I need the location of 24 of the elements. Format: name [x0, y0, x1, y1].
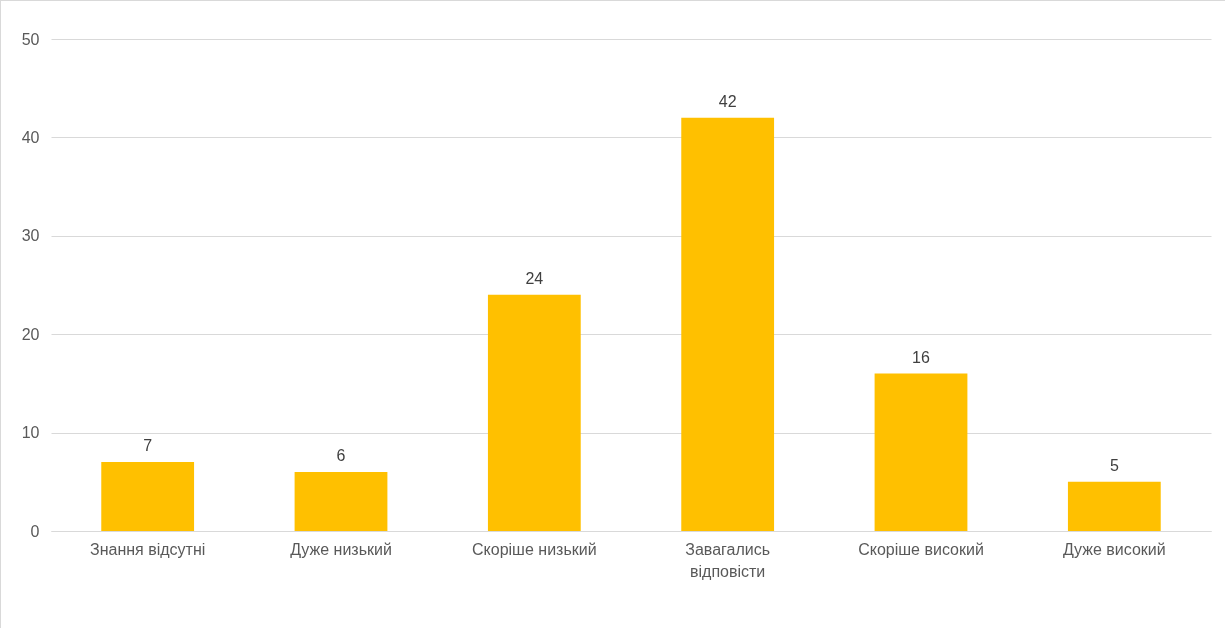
x-tick-label: Скоріше високий	[858, 540, 984, 558]
bar	[487, 294, 581, 531]
bar	[874, 373, 968, 531]
y-tick-label: 0	[30, 522, 40, 540]
y-tick-label: 40	[21, 128, 40, 146]
x-tick-label: Скоріше низький	[472, 540, 597, 558]
y-tick-label: 30	[21, 227, 40, 245]
data-label: 16	[912, 348, 930, 366]
data-label: 7	[143, 437, 153, 455]
x-tick-label: Дуже низький	[290, 540, 392, 558]
y-tick-label: 20	[21, 325, 40, 343]
bar	[294, 471, 388, 531]
data-label: 24	[525, 269, 544, 287]
x-tick-label: Знання відсутні	[90, 540, 206, 558]
x-tick-label: Дуже високий	[1062, 540, 1166, 558]
bar	[1067, 481, 1161, 531]
data-label: 42	[718, 92, 737, 110]
bar	[681, 117, 775, 531]
y-tick-label: 10	[21, 424, 40, 442]
x-tick-label: Завагались відповісти	[685, 540, 771, 580]
bar	[101, 462, 195, 531]
data-label: 6	[336, 446, 346, 464]
data-label: 5	[1109, 456, 1119, 474]
y-tick-label: 50	[21, 30, 40, 48]
